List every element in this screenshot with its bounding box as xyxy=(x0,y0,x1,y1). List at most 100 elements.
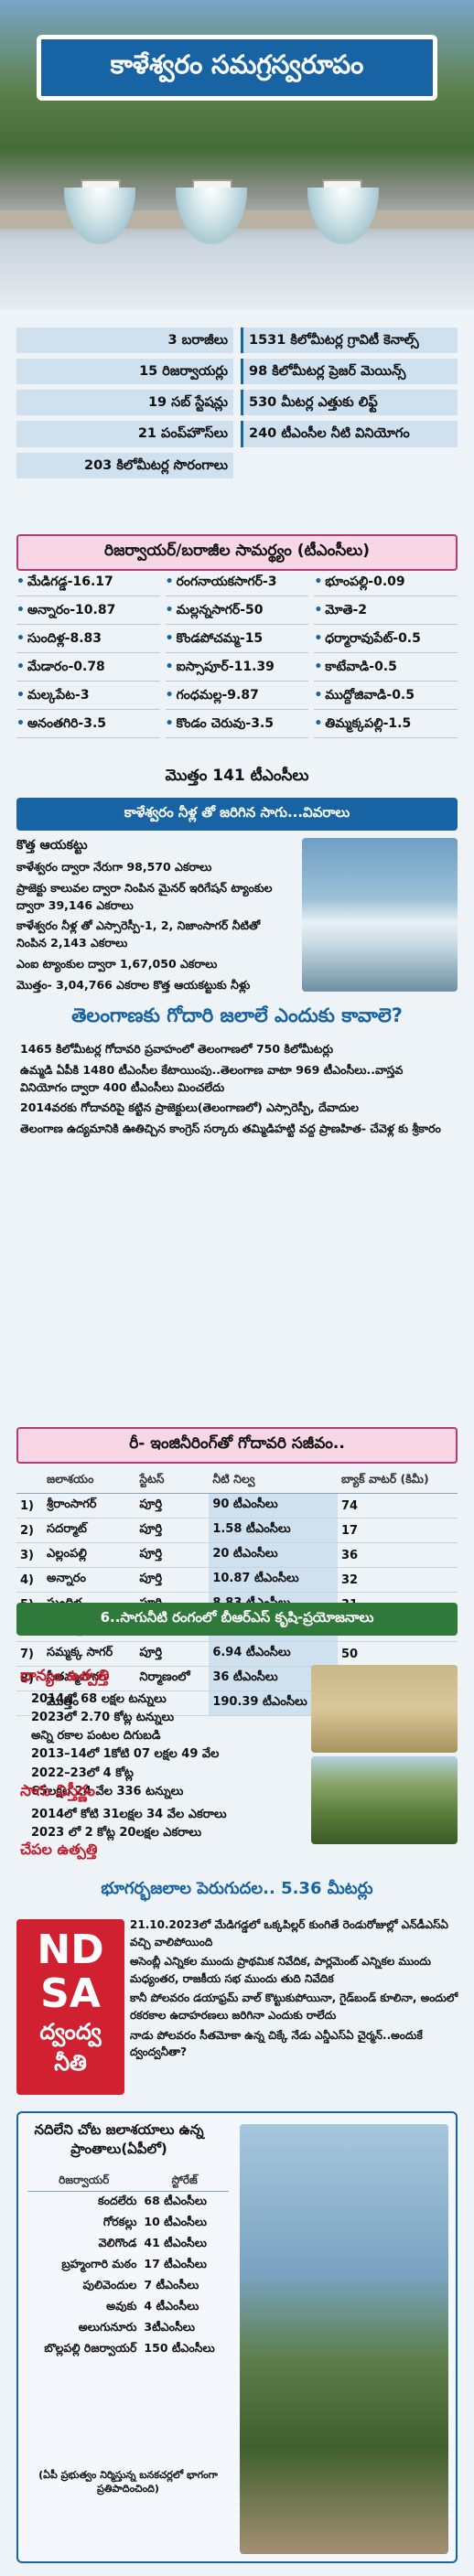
table-row: 7) సమ్మక్క సాగర్ పూర్తి 6.94 టీఎంసీలు 50 xyxy=(16,1641,458,1667)
col-status: స్టేటస్ xyxy=(135,1468,210,1494)
fact-right: 240 టీఎంసీల నీటి వినియోగం xyxy=(241,421,458,447)
reservoir-item: • మల్లన్నసాగర్-50 xyxy=(165,603,309,625)
reservoir-item: • గంధమల్ల-9.87 xyxy=(165,688,309,710)
why-header: తెలంగాణకు గోదారి జలాలే ఎందుకు కావాలె? xyxy=(71,1004,403,1026)
reservoir-item: • భూంపల్లి-0.09 xyxy=(314,574,458,596)
fact-right: 530 మీటర్ల ఎత్తుకు లిఫ్ట్ xyxy=(241,390,458,416)
fact-row: 21 పంప్‌హౌస్‌లు 240 టీఎంసీల నీటి వినియోగ… xyxy=(16,421,458,447)
reservoir-item: • మేడిగడ్డ-16.17 xyxy=(16,574,160,596)
field-photo xyxy=(311,1756,458,1844)
fact-row: 3 బరాజీలు 1531 కిలోమీటర్ల గ్రావిటీ కెనాల… xyxy=(16,327,458,354)
bullet-icon: • xyxy=(314,603,323,617)
bullet-icon: • xyxy=(165,688,174,703)
list-item: 21.10.2023లో మేడిగడ్డలో ఒక్కపిల్లర్ కుంగ… xyxy=(130,1918,448,1948)
list-item: మొత్తం- 3,04,766 ఎకరాల కొత్త ఆయకట్టుకు న… xyxy=(16,977,251,992)
col-reservoir: జలాశయం xyxy=(43,1468,136,1494)
bullet-icon: • xyxy=(314,688,323,703)
reservoir-item: • కొండపోచమ్మ-15 xyxy=(165,631,309,653)
bullet-icon: • xyxy=(16,574,25,589)
col-reservoir: రిజర్వాయర్ xyxy=(27,2172,141,2192)
fact-row: 19 సబ్ స్టేషన్లు 530 మీటర్ల ఎత్తుకు లిఫ్… xyxy=(16,390,458,416)
bullet-icon: • xyxy=(314,631,323,646)
fact-right: 1531 కిలోమీటర్ల గ్రావిటీ కెనాల్స్ xyxy=(241,327,458,354)
why-list: 1465 కిలోమీటర్ల గోదావరి ప్రవాహంలో తెలంగా… xyxy=(20,1041,454,1142)
grain-photo xyxy=(311,1665,458,1753)
bullet-icon: • xyxy=(314,660,323,674)
bullet-icon: • xyxy=(165,574,174,589)
list-item: కానీ పోలవరం డయాఫ్రమ్ వాల్ కొట్టుకుపోయినా… xyxy=(130,1991,458,2022)
canal-photo xyxy=(302,838,458,992)
fact-left: 15 రిజర్వాయర్లు xyxy=(16,359,233,385)
list-item: 2023లో 2.70 కోట్ల టన్నులు xyxy=(31,1711,175,1725)
list-item: 2014లో 68 లక్షల టన్నులు xyxy=(31,1692,167,1706)
lakes-title: నదిలేని చోట జలాశయాలు ఉన్న ప్రాంతాలు(ఏపీల… xyxy=(34,2121,204,2157)
reservoir-photo xyxy=(240,2124,448,2554)
list-item: 1465 కిలోమీటర్ల గోదావరి ప్రవాహంలో తెలంగా… xyxy=(20,1042,334,1056)
reservoir-item: • మోతె-2 xyxy=(314,603,458,625)
fact-left: 3 బరాజీలు xyxy=(16,327,233,354)
bullet-icon: • xyxy=(314,574,323,589)
bullet-icon: • xyxy=(165,603,174,617)
bullet-icon: • xyxy=(16,603,25,617)
fish-title: చేపల ఉత్పత్తి xyxy=(20,1841,98,1858)
reservoir-item: • అన్నారం-10.87 xyxy=(16,603,160,625)
grain-list: 2014లో 68 లక్షల టన్నులు 2023లో 2.70 కోట్… xyxy=(31,1690,296,1801)
area-title: సాగు విస్తీర్ణం xyxy=(20,1782,95,1800)
bullet-icon: • xyxy=(16,716,25,731)
table-row: అవుకు 4 టీఎంసీలు xyxy=(106,2299,199,2313)
grain-title: ధాన్యం ఉత్పత్తి xyxy=(20,1667,110,1685)
groundwater-header: భూగర్భజలాల పెరుగుదల.. 5.36 మీటర్లు xyxy=(101,1879,373,1898)
facts-list: 3 బరాజీలు 1531 కిలోమీటర్ల గ్రావిటీ కెనాల… xyxy=(16,327,458,484)
table-row: బొల్లపల్లి రిజర్వాయర్ 150 టీఎంసీలు xyxy=(44,2341,215,2355)
reservoir-grid: • మేడిగడ్డ-16.17 • రంగనాయకసాగర్-3 • భూంపల్ల… xyxy=(16,574,458,738)
reservoir-item: • తిమ్మక్కపల్లి-1.5 xyxy=(314,716,458,738)
lakes-footnote: (ఏపీ ప్రభుత్వం నిర్మిస్తున్న బనకచర్లలో భ… xyxy=(38,2469,218,2496)
reservoir-header: రిజర్వాయర్/బరాజీల సామర్థ్యం (టీఎంసీలు) xyxy=(16,534,458,571)
col-storage: నీటి నిల్వ xyxy=(209,1468,338,1494)
cultivation-header: కాళేశ్వరం నీళ్ల తో జరిగిన సాగు...వివరాలు xyxy=(16,798,458,831)
reengineering-header: రీ- ఇంజినీరింగ్‌తో గోదావరి సజీవం.. xyxy=(16,1427,458,1464)
list-item: 2014వరకు గోదావరిపై కట్టిన ప్రాజెక్టులు(త… xyxy=(20,1100,360,1115)
list-item: కాళేశ్వరం నీళ్ల తో ఎస్సారెస్పీ-1, 2, నిజ… xyxy=(16,918,261,950)
bullet-icon: • xyxy=(165,660,174,674)
fact-row: 203 కిలోమీటర్ల సొరంగాలు xyxy=(16,452,458,478)
bullet-icon: • xyxy=(165,716,174,731)
reservoir-item: • ముద్దోజివాడి-0.5 xyxy=(314,688,458,710)
table-row: బ్రహ్మంగారి మఠం 17 టీఎంసీలు xyxy=(61,2257,208,2270)
reservoir-item: • ధర్మారావుపేట్-0.5 xyxy=(314,631,458,653)
table-row: వెలిగొండ 41 టీఎంసీలు xyxy=(98,2236,208,2249)
fact-right: 98 కిలోమీటర్ల ప్రెజర్ మెయిన్స్ xyxy=(241,359,458,385)
reservoir-item: • ఐస్సాపూర్-11.39 xyxy=(165,660,309,682)
fact-left: 21 పంప్‌హౌస్‌లు xyxy=(16,421,233,447)
table-row: 4) అన్నారం పూర్తి 10.87 టీఎంసీలు 32 xyxy=(16,1567,458,1593)
list-item: 2023 లో 2 కోట్ల 20లక్షల ఎకరాలు xyxy=(31,1826,202,1841)
list-item: తెలంగాణ ఉద్యమానికి ఊతిచ్చిన కాంగ్రెస్ సర… xyxy=(20,1122,441,1135)
fact-spacer xyxy=(241,453,458,478)
list-item: నాడు పోలవరం సీతమోకా ఉన్న చిక్కే నేడు ఎన్… xyxy=(130,2028,423,2059)
fact-left: 19 సబ్ స్టేషన్లు xyxy=(16,390,233,416)
list-item: అసెంబ్లీ ఎన్నికల ముందు ప్రాథమిక నివేదిక,… xyxy=(130,1955,431,1985)
water-discharge xyxy=(64,188,135,244)
agri-header: 6..సాగునీటి రంగంలో బీఆర్ఎస్ కృషి-ప్రయోజన… xyxy=(16,1603,458,1636)
list-item: అన్ని రకాల పంటల దిగుబడి xyxy=(31,1729,161,1744)
reservoir-total: మొత్తం 141 టీఎంసీలు xyxy=(165,767,309,785)
reservoir-item: • కొండం చెరువు-3.5 xyxy=(165,716,309,738)
list-item: ప్రాజెక్టు కాలువల ద్వారా నింపిన మైనర్ ఇర… xyxy=(16,880,273,912)
bullet-icon: • xyxy=(16,688,25,703)
bullet-icon: • xyxy=(314,716,323,731)
table-row: 1) శ్రీరాంసాగర్ పూర్తి 90 టీఎంసీలు 74 xyxy=(16,1493,458,1519)
col-storage: స్టోరేజ్ xyxy=(140,2172,229,2192)
fact-row: 15 రిజర్వాయర్లు 98 కిలోమీటర్ల ప్రెజర్ మె… xyxy=(16,359,458,385)
reservoir-item: • మల్కపేట-3 xyxy=(16,688,160,710)
lakes-table: రిజర్వాయర్ స్టోరేజ్ కందలేరు 68 టీఎంసీలు గ… xyxy=(27,2172,229,2360)
area-list: 2014లో కోటి 31లక్షల 34 వేల ఎకరాలు 2023 ల… xyxy=(31,1806,296,1842)
table-row: గోరకల్లు 10 టీఎంసీలు xyxy=(102,2215,208,2228)
ndsa-badge: ND SA ద్వంద్వ నీతి xyxy=(16,1919,124,2095)
list-item: 2022–23లో 4 కోట్ల xyxy=(31,1766,134,1780)
table-row: పులివెందుల 7 టీఎంసీలు xyxy=(82,2278,199,2292)
list-item: 65లక్షల 24 వేల 336 టన్నులు xyxy=(31,1784,184,1798)
cultivation-list: కొత్త ఆయకట్టు కాళేశ్వరం ద్వారా నేరుగా 98… xyxy=(16,836,291,997)
list-item: 2013–14లో 1కోటి 07 లక్షల 49 వేల xyxy=(31,1747,220,1762)
fact-left: 203 కిలోమీటర్ల సొరంగాలు xyxy=(16,452,233,478)
cultivation-subtitle: కొత్త ఆయకట్టు xyxy=(16,838,88,853)
